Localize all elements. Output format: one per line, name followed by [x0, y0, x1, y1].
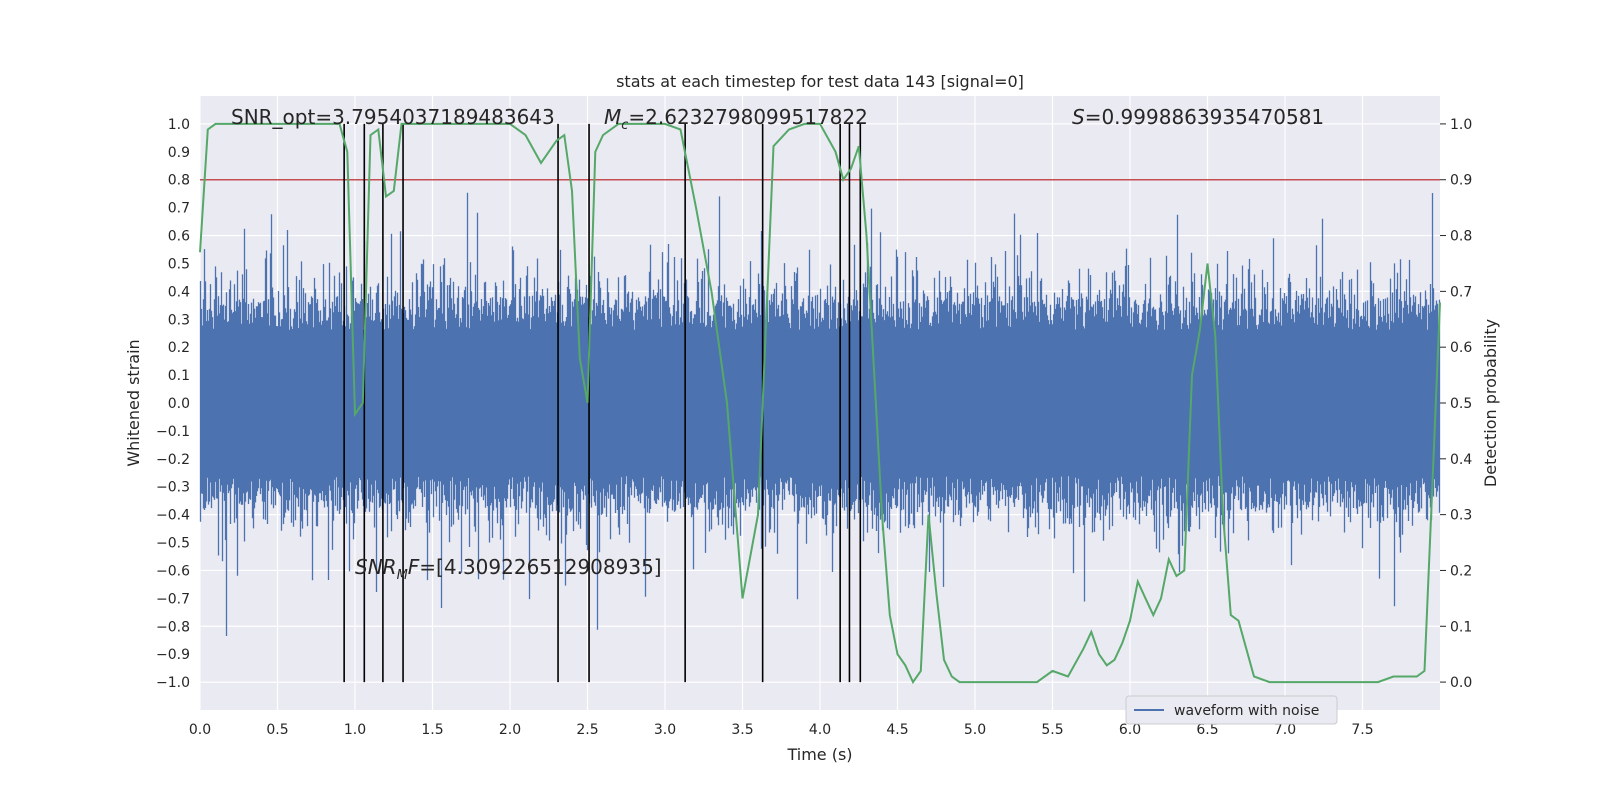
x-tick-label: 4.5 — [886, 722, 908, 738]
x-tick-label: 3.0 — [654, 722, 676, 738]
annotation-snr-opt: SNR_opt=3.7954037189483643 — [231, 105, 555, 129]
y-right-tick-label: 0.8 — [1450, 229, 1472, 245]
x-tick-label: 1.0 — [344, 722, 366, 738]
trigger-lines — [343, 123, 862, 683]
y-right-tick-label: 0.1 — [1450, 619, 1472, 635]
annotation-chirp-mass: Mc=2.6232798099517822 — [604, 105, 868, 133]
y-right-tick-label: 0.9 — [1450, 173, 1472, 189]
waveform-series — [199, 192, 1441, 636]
y-left-tick-label: 0.4 — [168, 284, 190, 300]
y-left-tick-label: 0.6 — [168, 229, 190, 245]
y-right-tick-labels: 1.0 0.9 0.8 0.7 0.6 0.5 0.4 0.3 0.2 0.1 0.0 — [1440, 117, 1472, 691]
y-left-tick-label: 0.5 — [168, 256, 190, 272]
y-left-tick-label: −0.7 — [156, 591, 190, 607]
y-left-tick-label: −1.0 — [156, 675, 190, 691]
x-tick-label: 5.5 — [1041, 722, 1063, 738]
detection-probability-line — [199, 122, 1441, 685]
y-left-tick-label: −0.4 — [156, 508, 190, 524]
annotation-s: S=0.9998863935470581 — [1072, 105, 1324, 129]
x-tick-labels: 0.0 0.5 1.0 1.5 2.0 2.5 3.0 3.5 4.0 4.5 5.0 5.5 6.0 6… — [189, 722, 1374, 738]
x-tick-label: 0.0 — [189, 722, 211, 738]
y-right-axis-label: Detection probability — [1481, 319, 1500, 487]
y-left-tick-label: 0.0 — [168, 396, 190, 412]
legend-box — [1125, 695, 1338, 725]
x-tick-label: 5.0 — [964, 722, 986, 738]
chart-title: stats at each timestep for test data 143… — [616, 72, 1024, 91]
x-tick-label: 0.5 — [266, 722, 288, 738]
y-right-tick-label: 0.0 — [1450, 675, 1472, 691]
x-tick-label: 7.0 — [1274, 722, 1296, 738]
x-tick-label: 2.0 — [499, 722, 521, 738]
x-tick-label: 6.0 — [1119, 722, 1141, 738]
y-left-tick-label: 0.7 — [168, 201, 190, 217]
y-left-tick-labels: 1.0 0.9 0.8 0.7 0.6 0.5 0.4 0.3 0.2 0.1 0.0 −0.1 −0.… — [156, 117, 190, 691]
y-left-tick-label: 0.3 — [168, 312, 190, 328]
y-left-tick-label: −0.9 — [156, 647, 190, 663]
x-tick-label: 3.5 — [731, 722, 753, 738]
y-left-tick-label: 0.8 — [168, 173, 190, 189]
x-tick-label: 7.5 — [1351, 722, 1373, 738]
y-right-tick-label: 0.2 — [1450, 563, 1472, 579]
y-left-tick-label: 0.2 — [168, 340, 190, 356]
x-tick-label: 4.0 — [809, 722, 831, 738]
x-tick-label: 2.5 — [576, 722, 598, 738]
y-left-axis-label: Whitened strain — [124, 339, 143, 466]
x-tick-label: 6.5 — [1196, 722, 1218, 738]
legend-label: waveform with noise — [1174, 703, 1319, 719]
y-right-tick-label: 0.7 — [1450, 284, 1472, 300]
y-right-tick-label: 0.3 — [1450, 508, 1472, 524]
y-left-tick-label: −0.8 — [156, 619, 190, 635]
y-right-tick-label: 1.0 — [1450, 117, 1472, 133]
legend: waveform with noise — [1125, 695, 1338, 725]
y-left-tick-label: −0.3 — [156, 480, 190, 496]
y-left-tick-label: 0.9 — [168, 145, 190, 161]
y-left-tick-label: −0.6 — [156, 563, 190, 579]
y-left-tick-label: −0.5 — [156, 536, 190, 552]
y-right-tick-label: 0.6 — [1450, 340, 1472, 356]
x-axis-label: Time (s) — [786, 745, 852, 764]
y-left-tick-label: −0.1 — [156, 424, 190, 440]
annotation-snr-mf: SNRMF=[4.309226512908935] — [355, 555, 662, 583]
y-right-tick-label: 0.5 — [1450, 396, 1472, 412]
x-tick-label: 1.5 — [421, 722, 443, 738]
y-left-tick-label: −0.2 — [156, 452, 190, 468]
y-right-tick-label: 0.4 — [1450, 452, 1472, 468]
y-left-tick-label: 0.1 — [168, 368, 190, 384]
waveform-core — [200, 332, 1440, 474]
y-left-tick-label: 1.0 — [168, 117, 190, 133]
